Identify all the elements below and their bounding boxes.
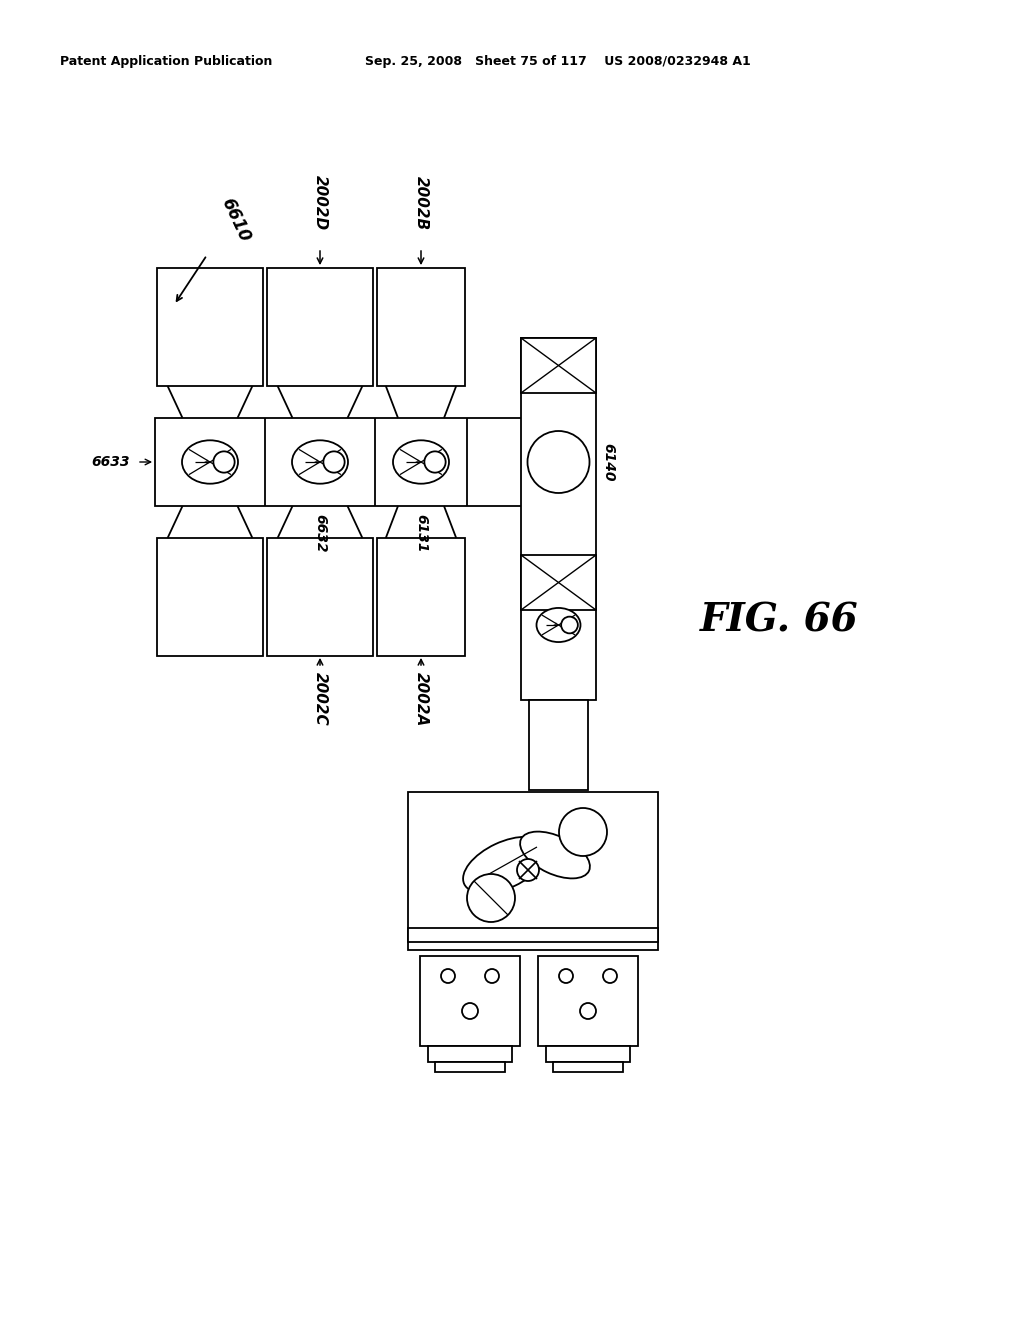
Bar [538, 956, 638, 1045]
Bar [155, 418, 522, 506]
Circle shape [467, 874, 515, 921]
Circle shape [517, 859, 539, 880]
Ellipse shape [537, 609, 581, 642]
Circle shape [527, 432, 590, 492]
Circle shape [441, 969, 455, 983]
Ellipse shape [393, 441, 449, 483]
Text: +: + [414, 459, 420, 465]
Bar [157, 268, 263, 385]
Ellipse shape [520, 832, 590, 878]
Bar [521, 338, 596, 393]
Bar [157, 539, 263, 656]
Text: 2002A: 2002A [414, 672, 428, 726]
Text: 2002D: 2002D [312, 174, 328, 230]
Ellipse shape [182, 441, 238, 483]
Circle shape [603, 969, 617, 983]
Bar [267, 539, 373, 656]
Ellipse shape [463, 837, 547, 894]
Bar [435, 1063, 505, 1072]
Circle shape [559, 808, 607, 855]
Bar [521, 338, 596, 700]
Bar [521, 554, 596, 610]
Circle shape [485, 969, 499, 983]
Text: Patent Application Publication: Patent Application Publication [60, 55, 272, 69]
Bar [408, 928, 658, 942]
Text: 2002C: 2002C [312, 672, 328, 726]
Bar [553, 1063, 623, 1072]
Text: 6610: 6610 [218, 195, 254, 246]
Text: Sep. 25, 2008   Sheet 75 of 117    US 2008/0232948 A1: Sep. 25, 2008 Sheet 75 of 117 US 2008/02… [365, 55, 751, 69]
Circle shape [424, 451, 445, 473]
Ellipse shape [292, 441, 348, 483]
Circle shape [559, 969, 573, 983]
Bar [408, 792, 658, 950]
Bar [377, 268, 465, 385]
Bar [267, 268, 373, 385]
Text: 6632: 6632 [313, 513, 327, 553]
Bar [546, 1045, 630, 1063]
Circle shape [324, 451, 345, 473]
Text: 6633: 6633 [91, 455, 130, 469]
Bar [377, 539, 465, 656]
Text: 6140: 6140 [601, 442, 615, 482]
Circle shape [561, 616, 578, 634]
Text: +: + [552, 622, 558, 628]
Bar [420, 956, 520, 1045]
Circle shape [462, 1003, 478, 1019]
Circle shape [213, 451, 234, 473]
Text: 6131: 6131 [414, 513, 428, 553]
Text: +: + [203, 459, 209, 465]
Bar [529, 700, 588, 789]
Circle shape [580, 1003, 596, 1019]
Bar [428, 1045, 512, 1063]
Text: FIG. 66: FIG. 66 [700, 601, 859, 639]
Text: 2002B: 2002B [414, 176, 428, 230]
Text: +: + [313, 459, 318, 465]
